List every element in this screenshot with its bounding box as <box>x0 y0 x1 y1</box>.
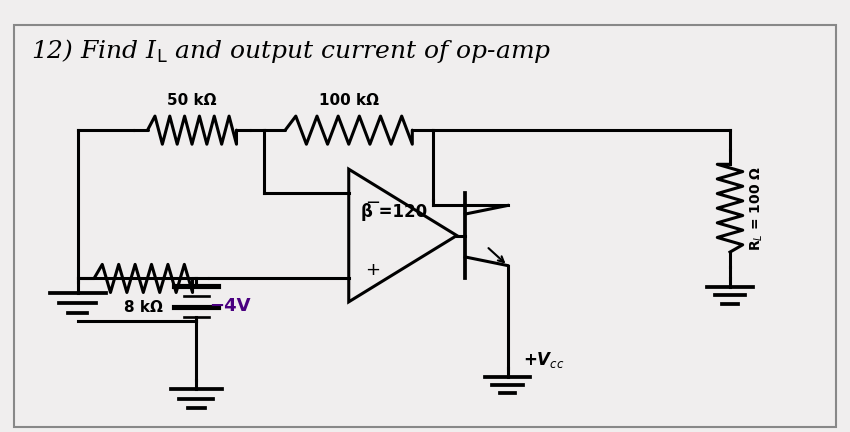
Text: 8 kΩ: 8 kΩ <box>124 300 162 315</box>
Text: 100 kΩ: 100 kΩ <box>319 93 379 108</box>
Text: $-$: $-$ <box>365 192 380 210</box>
Text: +V$_{cc}$: +V$_{cc}$ <box>523 350 564 370</box>
Text: β =120: β =120 <box>361 203 428 221</box>
Text: R$_L$ = 100 Ω: R$_L$ = 100 Ω <box>749 165 765 251</box>
FancyBboxPatch shape <box>14 25 836 427</box>
Text: $+$: $+$ <box>365 261 380 279</box>
Text: 50 kΩ: 50 kΩ <box>167 93 217 108</box>
Text: −4V: −4V <box>209 297 251 315</box>
Text: 12) Find I$_\mathrm{L}$ and output current of op-amp: 12) Find I$_\mathrm{L}$ and output curre… <box>31 37 552 64</box>
